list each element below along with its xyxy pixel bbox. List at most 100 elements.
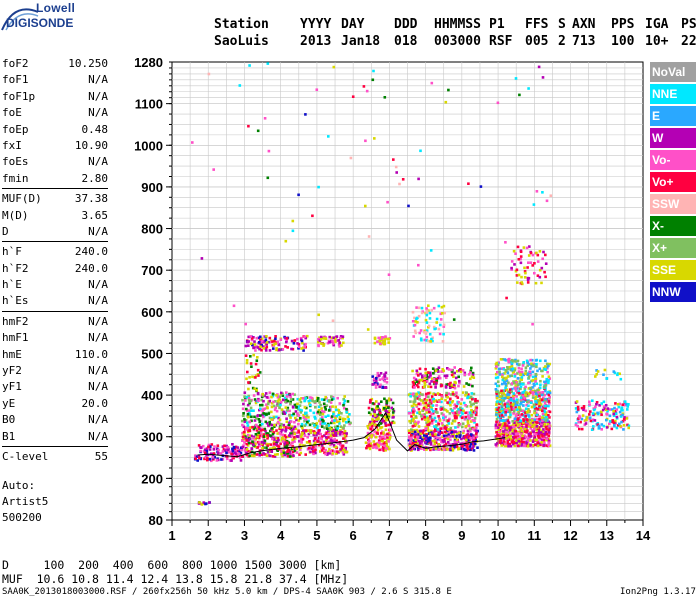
echo-point [422, 385, 426, 389]
echo-point [515, 398, 519, 402]
echo-point [367, 426, 370, 430]
echo-point [464, 411, 467, 415]
echo-point [547, 381, 550, 384]
echo-point [424, 425, 428, 429]
echo-point [434, 399, 437, 402]
echo-point [513, 432, 516, 436]
echo-point [427, 375, 431, 379]
echo-point [323, 434, 326, 437]
echo-point [619, 415, 623, 418]
echo-point [431, 432, 434, 435]
echo-point [521, 364, 525, 367]
param-row-he: h`E N/A [2, 277, 108, 293]
echo-point-scattered [407, 204, 410, 208]
echo-point [543, 380, 546, 384]
x-tick-label: 8 [422, 528, 429, 543]
echo-point [476, 399, 479, 403]
echo-point [545, 438, 548, 442]
echo-point [376, 371, 380, 375]
param-separator [2, 310, 108, 312]
echo-point [523, 387, 527, 390]
echo-point [508, 374, 511, 378]
echo-point [547, 414, 550, 417]
echo-point [547, 390, 550, 394]
echo-point [545, 416, 548, 419]
echo-point [366, 431, 370, 435]
echo-point [314, 417, 317, 420]
echo-point [547, 433, 550, 436]
echo-point [418, 331, 421, 335]
echo-point [306, 334, 309, 338]
legend-vo-plus: Vo+ [650, 172, 696, 192]
echo-point [429, 443, 433, 446]
echo-point [431, 410, 435, 413]
echo-point [457, 407, 460, 411]
param-row-hmf1: hmF1 N/A [2, 330, 108, 346]
x-tick-label: 9 [458, 528, 465, 543]
echo-point [520, 367, 523, 371]
echo-point [544, 253, 547, 257]
echo-point [284, 406, 288, 409]
echo-point [601, 408, 605, 412]
echo-point [444, 385, 448, 388]
echo-point-scattered [364, 139, 367, 143]
echo-point [243, 420, 247, 423]
echo-point [323, 426, 326, 430]
echo-point [421, 374, 424, 378]
echo-point [195, 455, 199, 458]
echo-point [301, 444, 305, 447]
echo-point [313, 437, 317, 440]
echo-point [413, 386, 416, 389]
echo-point [303, 434, 307, 437]
echo-point [324, 452, 327, 456]
echo-point-scattered [532, 203, 536, 206]
echo-point [467, 373, 471, 376]
echo-point-scattered [311, 214, 314, 218]
echo-point [468, 445, 472, 448]
echo-point [531, 386, 534, 389]
echo-point [443, 311, 446, 315]
echo-point [282, 448, 285, 452]
echo-point [419, 399, 423, 402]
echo-point [432, 392, 435, 396]
header-label-2: DAY [341, 17, 365, 32]
echo-point [433, 442, 437, 446]
echo-point [339, 425, 343, 428]
echo-point [245, 451, 248, 455]
echo-point [376, 406, 379, 409]
echo-point [500, 425, 503, 428]
echo-point [364, 441, 368, 444]
echo-point [519, 401, 523, 405]
echo-point [419, 402, 422, 406]
echo-point [412, 411, 415, 414]
echo-point [334, 425, 337, 429]
echo-point [441, 423, 445, 427]
echo-point [596, 411, 599, 415]
echo-point [507, 360, 510, 364]
echo-point [337, 343, 341, 347]
echo-point [334, 340, 337, 344]
echo-point [417, 306, 421, 310]
echo-point [260, 348, 263, 352]
echo-point [548, 410, 552, 414]
echo-point [372, 440, 376, 443]
echo-point [424, 330, 428, 334]
x-tick-label: 2 [205, 528, 212, 543]
echo-point [574, 422, 578, 425]
echo-point [301, 437, 305, 441]
echo-point [328, 335, 331, 339]
echo-point [450, 373, 454, 377]
legend-x-minus: X- [650, 216, 696, 236]
echo-point [311, 399, 314, 403]
echo-point [415, 372, 419, 376]
echo-point [520, 413, 524, 416]
echo-point [275, 394, 278, 397]
echo-point [269, 447, 272, 451]
echo-point [439, 427, 443, 430]
echo-point [309, 396, 312, 399]
echo-point [276, 453, 279, 456]
echo-point [254, 362, 258, 366]
echo-point [494, 426, 498, 430]
echo-point [465, 445, 469, 448]
